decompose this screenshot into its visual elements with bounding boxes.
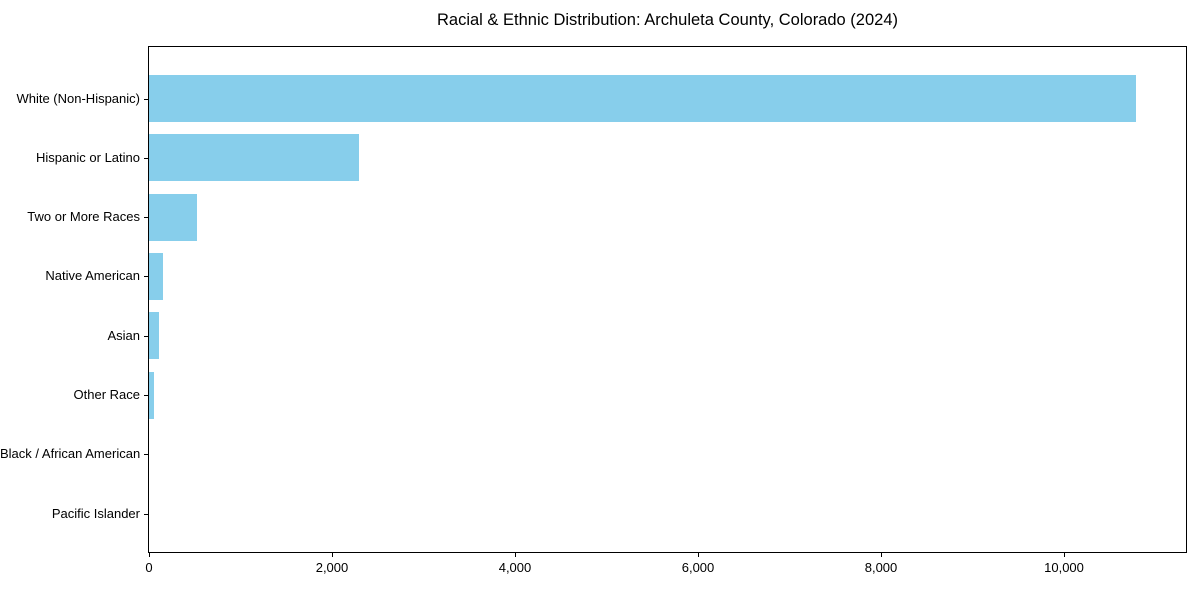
x-tick-mark	[880, 553, 882, 557]
x-tick-mark	[331, 553, 333, 557]
y-axis-label: Asian	[107, 327, 140, 343]
x-tick-label: 6,000	[681, 560, 715, 575]
bar	[149, 252, 163, 300]
x-tick-mark	[697, 553, 699, 557]
x-tick-mark	[514, 553, 516, 557]
x-tick-label: 10,000	[1044, 560, 1084, 575]
y-tick-mark	[144, 217, 148, 219]
bar	[149, 371, 155, 419]
bar	[149, 193, 198, 241]
chart-title: Racial & Ethnic Distribution: Archuleta …	[436, 11, 898, 29]
x-tick-label: 4,000	[498, 560, 532, 575]
x-tick-label: 0	[145, 560, 153, 575]
y-tick-mark	[144, 335, 148, 337]
plot-area	[148, 46, 1187, 553]
x-tick-label: 2,000	[315, 560, 349, 575]
y-axis-label: Hispanic or Latino	[35, 149, 140, 165]
y-axis-label: Other Race	[73, 387, 140, 402]
y-axis-label: Pacific Islander	[51, 505, 140, 521]
x-tick-label: 8,000	[864, 560, 898, 575]
x-tick-mark	[148, 553, 150, 557]
y-tick-mark	[144, 395, 148, 396]
y-tick-mark	[144, 98, 148, 100]
y-axis-label: Two or More Races	[27, 209, 140, 225]
x-tick-mark	[1063, 553, 1065, 557]
y-tick-mark	[144, 454, 148, 456]
y-axis-label: White (Non-Hispanic)	[16, 90, 140, 106]
bar	[149, 75, 1137, 122]
bar	[149, 134, 360, 182]
y-axis-label: Black / African American	[0, 446, 141, 462]
y-tick-mark	[144, 157, 148, 159]
y-axis-label: Native American	[45, 268, 140, 284]
bar	[149, 312, 159, 360]
y-tick-mark	[144, 513, 148, 515]
y-tick-mark	[144, 276, 148, 278]
